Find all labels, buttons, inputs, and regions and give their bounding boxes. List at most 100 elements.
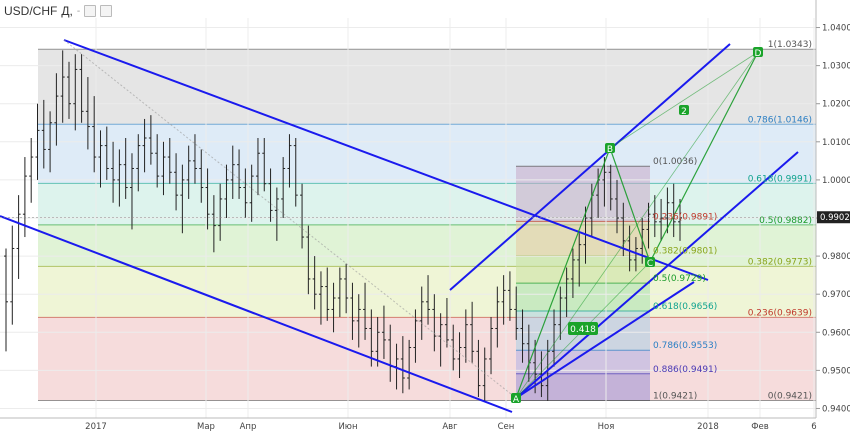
ohlc-bar <box>293 138 298 207</box>
pattern-point-box <box>511 393 521 403</box>
ohlc-bar <box>274 187 279 241</box>
ohlc-bar <box>501 275 506 325</box>
symbol-label[interactable]: USD/CHF <box>4 4 58 18</box>
y-tick-label-2: 1.0200 <box>822 100 850 110</box>
ohlc-bar <box>129 153 134 230</box>
inner-fib-bands <box>516 165 650 401</box>
ohlc-bar <box>186 145 191 199</box>
ohlc-bar <box>615 179 620 234</box>
ohlc-bar <box>10 225 15 325</box>
settings-icon[interactable] <box>84 5 97 17</box>
ohlc-bar <box>22 157 27 238</box>
fib-right-label-4: 0.382(0.9773) <box>748 257 812 267</box>
ohlc-bar <box>300 183 305 249</box>
visibility-icon[interactable] <box>100 5 113 17</box>
current-price-label: 0.9902 <box>820 213 850 223</box>
ohlc-bar <box>218 183 223 241</box>
current-price-box <box>817 211 850 224</box>
ohlc-bar <box>155 134 160 188</box>
ohlc-bar <box>243 168 248 218</box>
ohlc-bar <box>117 149 122 207</box>
channel-line-0 <box>63 39 709 281</box>
drawings: A B C D 2 0.418 <box>0 39 799 413</box>
y-tick-label-9: 0.9500 <box>822 366 850 376</box>
y-tick-label-6: 0.9800 <box>822 252 850 262</box>
ohlc-bar <box>369 309 374 367</box>
x-tick-label-6: Ноя <box>598 422 615 432</box>
ohlc-bar <box>602 157 607 207</box>
pattern-point-a[interactable]: A <box>511 393 521 405</box>
ohlc-bar <box>262 138 267 192</box>
pattern-point-b[interactable]: B <box>605 143 615 155</box>
pattern-point-label: D <box>755 49 762 59</box>
pattern-line-5 <box>515 51 759 399</box>
fib-right-label-2: 0.618(0.9991) <box>748 174 812 184</box>
ohlc-bar <box>570 248 575 298</box>
x-tick-label-5: Сен <box>498 422 515 432</box>
ohlc-bar <box>514 286 519 340</box>
ohlc-bar <box>520 309 525 363</box>
pattern-point-box <box>645 257 655 267</box>
ohlc-bar <box>312 256 317 310</box>
trend-dotted-line <box>63 39 517 399</box>
ohlc-bar <box>268 168 273 222</box>
ohlc-bar <box>318 271 323 325</box>
fib-band-4 <box>38 266 816 318</box>
x-tick-label-0: 2017 <box>85 422 107 432</box>
ohlc-bar <box>306 225 311 295</box>
pattern-point-label: C <box>647 259 653 269</box>
ohlc-bar <box>489 317 494 375</box>
pattern-point-2[interactable]: 2 <box>679 105 689 117</box>
pattern-point-d[interactable]: D <box>753 47 763 59</box>
ohlc-bar <box>678 198 682 241</box>
y-tick-label-7: 0.9700 <box>822 290 850 300</box>
ohlc-bar <box>438 313 443 367</box>
ohlc-bar <box>66 61 71 119</box>
ratio-badge: 0.418 <box>568 322 598 335</box>
ohlc-bar <box>659 198 664 241</box>
ohlc-bar <box>564 267 569 318</box>
fib-inner-label-4: 0.618(0.9656) <box>653 302 717 312</box>
pattern-line-0 <box>515 147 611 399</box>
ohlc-bar <box>457 332 462 378</box>
ohlc-bar <box>337 267 342 318</box>
fib-right-label-6: 0(0.9421) <box>768 391 812 401</box>
inner-fib-band-3 <box>516 283 650 311</box>
pattern-point-c[interactable]: C <box>645 257 655 269</box>
ohlc-bar <box>249 164 254 222</box>
x-tick-label-3: Июн <box>338 422 357 432</box>
ohlc-bar <box>167 138 172 184</box>
timeframe-label[interactable]: Д, <box>61 4 73 18</box>
pattern-line-4 <box>609 51 759 149</box>
ohlc-bar <box>400 336 405 394</box>
x-tick-label-8: Фев <box>751 422 769 432</box>
ohlc-bar <box>432 294 437 352</box>
ohlc-bar <box>192 134 197 184</box>
ohlc-bar <box>79 54 84 123</box>
ohlc-bar <box>123 138 128 199</box>
fib-labels: 1(1.0343) 0.786(1.0146) 0.618(0.9991) 0.5(0… <box>653 40 812 401</box>
ohlc-bar <box>463 309 468 363</box>
ohlc-bar <box>350 282 355 340</box>
x-tick-label-2: Апр <box>240 422 257 432</box>
ohlc-bar <box>161 141 166 196</box>
ohlc-bar <box>671 183 676 238</box>
pattern-point-label: A <box>513 395 520 405</box>
ohlc-bar <box>230 145 235 199</box>
channel-line-3 <box>515 151 799 399</box>
y-tick-label-0: 1.0400 <box>822 24 850 34</box>
fib-inner-label-5: 0.786(0.9553) <box>653 341 717 351</box>
y-tick-label-10: 0.9400 <box>822 404 850 414</box>
ohlc-bar <box>325 267 330 321</box>
dropdown-icon[interactable]: - <box>76 5 81 17</box>
ohlc-bar <box>627 225 632 272</box>
ohlc-bar <box>444 298 449 348</box>
ohlc-bar <box>237 149 242 199</box>
ohlc-bar <box>92 96 97 173</box>
x-tick-label-9: 6 <box>811 422 816 432</box>
ohlc-bar <box>142 118 147 173</box>
x-tick-label-4: Авг <box>442 422 458 432</box>
